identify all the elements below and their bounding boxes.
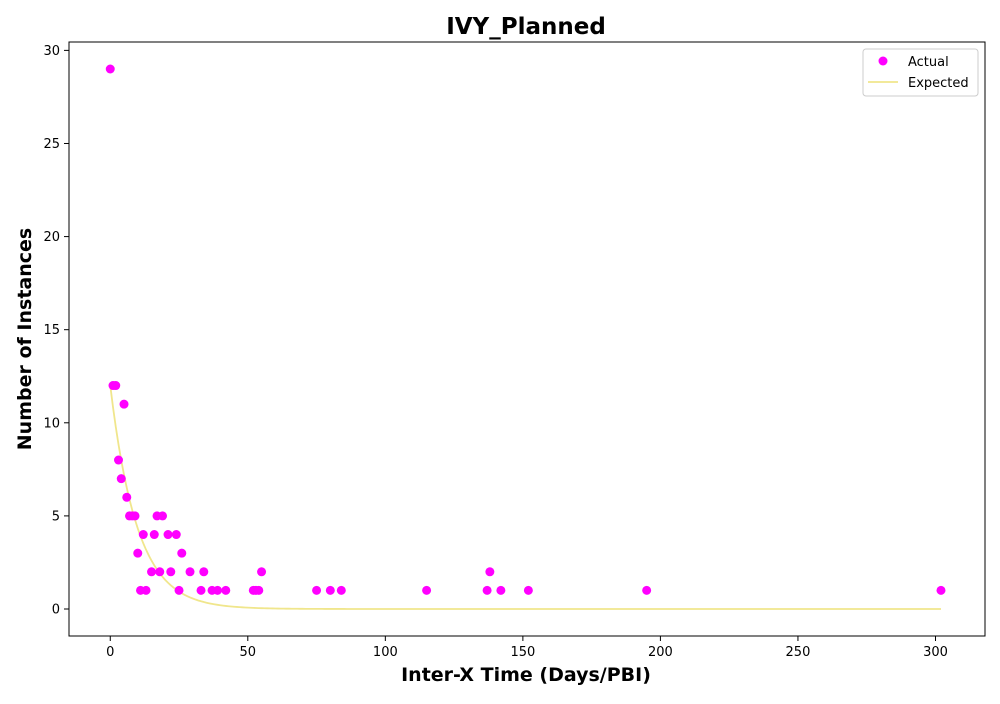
actual-data-point <box>130 511 140 521</box>
actual-data-point <box>325 585 335 595</box>
actual-data-point <box>141 585 151 595</box>
y-tick-label: 5 <box>52 509 60 524</box>
x-tick-label: 200 <box>648 645 673 660</box>
expected-series-line <box>109 385 941 610</box>
legend-actual-marker <box>878 56 888 66</box>
y-tick-label: 15 <box>43 323 60 338</box>
y-tick-label: 25 <box>43 137 60 152</box>
actual-data-point <box>257 567 267 577</box>
actual-data-point <box>147 567 157 577</box>
actual-data-point <box>185 567 195 577</box>
actual-data-point <box>163 530 173 540</box>
actual-data-point <box>149 530 159 540</box>
x-tick-label: 250 <box>786 645 811 660</box>
y-tick-label: 30 <box>43 44 60 59</box>
actual-data-point <box>119 399 129 409</box>
legend-expected-label: Expected <box>908 76 969 91</box>
actual-data-point <box>171 530 181 540</box>
actual-data-point <box>166 567 176 577</box>
actual-data-point <box>254 585 264 595</box>
y-tick-label: 20 <box>43 230 60 245</box>
actual-data-point <box>485 567 495 577</box>
actual-data-point <box>642 585 652 595</box>
y-tick-label: 0 <box>52 603 60 618</box>
legend-box <box>862 48 979 97</box>
actual-data-point <box>312 585 322 595</box>
y-axis-label: Number of Instances <box>14 228 36 450</box>
actual-data-point <box>523 585 533 595</box>
actual-data-point <box>116 474 126 484</box>
actual-data-point <box>213 585 223 595</box>
actual-data-point <box>133 548 143 558</box>
actual-data-point <box>105 64 115 74</box>
x-tick-label: 50 <box>240 645 257 660</box>
actual-data-point <box>422 585 432 595</box>
actual-data-point <box>221 585 231 595</box>
x-tick-label: 300 <box>923 645 948 660</box>
actual-data-point <box>114 455 124 465</box>
actual-data-point <box>482 585 492 595</box>
x-tick-label: 100 <box>373 645 398 660</box>
actual-data-point <box>336 585 346 595</box>
actual-data-point <box>177 548 187 558</box>
y-tick-label: 10 <box>43 416 60 431</box>
actual-data-point <box>199 567 209 577</box>
actual-data-point <box>496 585 506 595</box>
legend-actual-label: Actual <box>908 55 949 70</box>
actual-data-point <box>122 492 132 502</box>
actual-data-point <box>111 381 121 391</box>
x-tick-label: 0 <box>106 645 114 660</box>
actual-data-point <box>155 567 165 577</box>
x-tick-label: 150 <box>510 645 535 660</box>
actual-data-point <box>138 530 148 540</box>
plot-frame <box>68 41 986 637</box>
actual-data-point <box>158 511 168 521</box>
x-axis-label: Inter-X Time (Days/PBI) <box>401 664 651 686</box>
actual-data-point <box>174 585 184 595</box>
actual-data-point <box>196 585 206 595</box>
chart-title: IVY_Planned <box>446 14 606 40</box>
actual-data-point <box>936 585 946 595</box>
legend: Actual Expected <box>862 48 979 97</box>
